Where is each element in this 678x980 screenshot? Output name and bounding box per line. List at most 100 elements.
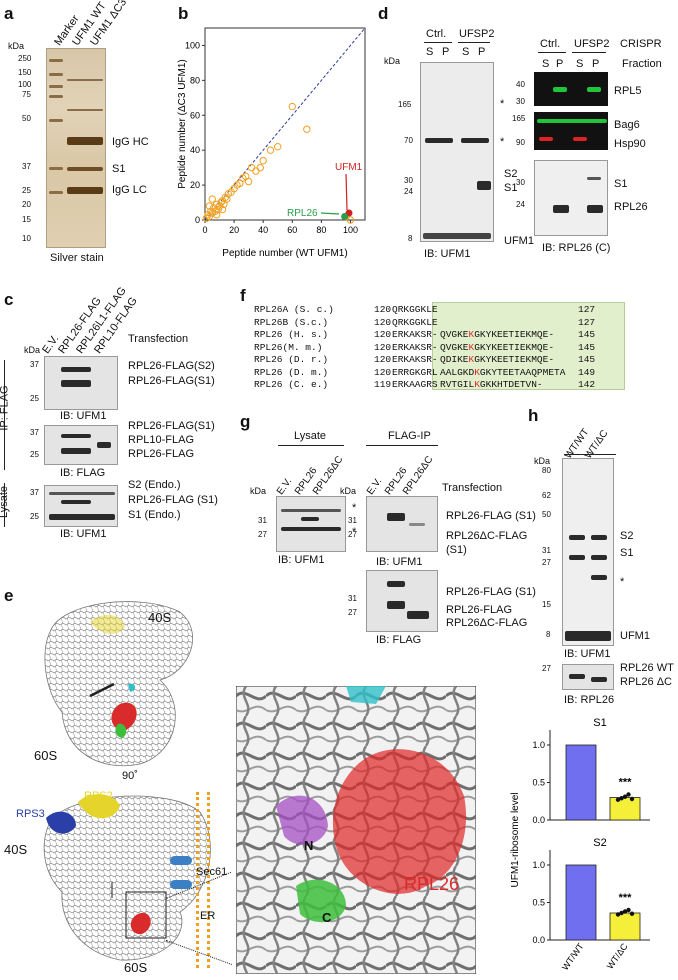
- bar-y-tick-label: 0.0: [532, 815, 545, 825]
- blot-c-lysate: [44, 485, 118, 527]
- ib-flag-c2: IB: FLAG: [60, 467, 106, 479]
- blot-g-ip-ufm1: [366, 496, 438, 552]
- panel-label-d: d: [378, 4, 389, 23]
- bar-data-point: [615, 912, 621, 917]
- frac-s-dr2: S: [576, 58, 584, 70]
- panel-label-g: g: [240, 412, 251, 431]
- significance-mark: ***: [619, 892, 633, 904]
- bar-data-point: [626, 907, 631, 913]
- mark-star-h: *: [620, 576, 625, 588]
- alignment-row: RPL26 (D. m.) 120 ERRGKGRL AALGKDKGKYTEE…: [254, 366, 596, 378]
- highlight-point: [341, 213, 349, 221]
- lane-ev-g1: E.V.: [274, 475, 295, 497]
- scatter-plot-frame: [204, 27, 366, 221]
- frac-s-dl2: S: [462, 46, 470, 58]
- blot-h-ufm1: [562, 458, 614, 646]
- label-90-deg: 90˚: [122, 770, 138, 782]
- kda-a-25: 25: [22, 186, 31, 195]
- bar-y-tick-label: 1.0: [532, 860, 545, 870]
- alignment-highlight: [432, 302, 625, 390]
- panel-label-a: a: [4, 4, 14, 23]
- alignment-row: RPL26 (D. r.) 120 ERKAKSR- QDIKEKGKYKEET…: [254, 354, 596, 365]
- label-c-term: C: [322, 910, 332, 925]
- kda-a-10: 10: [22, 234, 31, 243]
- significance-mark: ***: [619, 777, 633, 789]
- band-rpl26-flag-g2: RPL26-FLAG: [446, 604, 513, 616]
- group-ctrl-dl: Ctrl.: [426, 28, 447, 40]
- ib-ufm1-c3: IB: UFM1: [60, 528, 107, 540]
- alignment-row: RPL26A (S. c.) 120 QRKGGKLE 127: [254, 304, 596, 315]
- ib-rpl26-dr: IB: RPL26 (C): [542, 242, 611, 254]
- scatter-point: [274, 142, 282, 151]
- scatter-axis-ticks: 0 20 40 60 80 100 0 20 40 60 80 100: [185, 40, 358, 235]
- fraction-label-dr: Fraction: [622, 58, 662, 70]
- ribosome-structure-left: [43, 601, 211, 961]
- ufm1-highlight-label: UFM1: [335, 162, 363, 173]
- kda-c1-25: 25: [30, 394, 39, 403]
- ib-ufm1-dl: IB: UFM1: [424, 248, 471, 260]
- x-tick-label: 60: [287, 225, 297, 235]
- er-membrane: [196, 792, 210, 968]
- panel-label-h: h: [528, 406, 539, 425]
- bar-chart-s2: S2 0.0 0.5 1.0 WT/WT WT/ΔC ***: [532, 837, 650, 972]
- frac-p-dl2: P: [478, 46, 486, 58]
- band-s1-g1: (S1): [446, 544, 467, 556]
- band-rpl26-flag-s1-g2: RPL26-FLAG (S1): [446, 586, 536, 598]
- bar: [609, 797, 641, 821]
- label-er: ER: [200, 910, 216, 922]
- alignment-row: RPL26 (C. e.) 119 ERKAAGRS RVTGILKGKKHTD…: [254, 379, 596, 390]
- bar-data-point: [626, 792, 631, 797]
- ufm1-arrow: [345, 173, 348, 211]
- kda-a-37: 37: [22, 162, 31, 171]
- kda-dr-30b: 30: [516, 178, 525, 187]
- scatter-point: [259, 156, 267, 165]
- rpl26-top-blob: [111, 702, 137, 731]
- ib-ufm1-g1: IB: UFM1: [278, 554, 325, 566]
- bar-y-tick-label: 0.0: [532, 935, 545, 945]
- bar-data-point: [619, 910, 624, 916]
- sec61-channel-bottom: [170, 880, 192, 889]
- frac-s-dr1: S: [542, 58, 550, 70]
- label-sec61: Sec61: [196, 866, 228, 878]
- kda-h-15: 15: [542, 600, 551, 609]
- kda-c1-37: 37: [30, 360, 39, 369]
- kda-g3-27: 27: [348, 608, 357, 617]
- kda-dr-40: 40: [516, 80, 525, 89]
- frac-p-dl1: P: [442, 46, 450, 58]
- c-terminus-surface: [296, 879, 346, 923]
- bar-charts-h: UFM1-ribosome level S1 0.0 0.5 1.0 *** S2 0.0…: [510, 717, 650, 972]
- scatter-point: [214, 205, 222, 214]
- alignment-row: RPL26(M. m.) 120 ERKAKSR- QVGKEKGKYKEETI…: [254, 341, 596, 353]
- scatter-point: [205, 202, 214, 210]
- kda-g3-31: 31: [348, 594, 357, 603]
- flag-ip-title-g: FLAG-IP: [388, 430, 431, 442]
- kda-h-50: 50: [542, 510, 551, 519]
- y-tick-label: 40: [190, 145, 200, 155]
- bar: [609, 912, 641, 941]
- kda-dl-70: 70: [404, 136, 413, 145]
- band-igg-lc: IgG LC: [112, 184, 147, 196]
- label-40s-bottom: 40S: [4, 842, 28, 857]
- bar-chart-s1: S1 0.0 0.5 1.0 ***: [532, 717, 650, 825]
- blot-d-left: [420, 62, 494, 242]
- band-hsp90: Hsp90: [614, 138, 646, 150]
- kda-c2-37: 37: [30, 428, 39, 437]
- ip-flag-label: IP: FLAG: [0, 385, 11, 431]
- bar-data-point: [615, 797, 621, 802]
- blot-d-bag6-hsp90: [534, 112, 608, 150]
- kda-dr-165: 165: [512, 114, 526, 123]
- bar: [565, 744, 597, 821]
- kda-title-a: kDa: [8, 41, 25, 51]
- kda-g2-27: 27: [348, 530, 357, 539]
- ribosome-zoom: [236, 686, 476, 974]
- group-ufsp2-dl: UFSP2: [459, 28, 495, 40]
- x-tick-label: 0: [202, 225, 207, 235]
- ib-rpl26-h: IB: RPL26: [564, 694, 615, 706]
- group-ctrl-dr: Ctrl.: [540, 38, 561, 50]
- kda-h-27: 27: [542, 558, 551, 567]
- y-tick-label: 20: [190, 180, 200, 190]
- y-tick-label: 100: [185, 40, 200, 50]
- scatter-chart: 0 20 40 60 80 100 0 20 40 60 80 100 Peptide number …: [177, 27, 366, 259]
- bar: [565, 864, 597, 941]
- band-rpl26-flag-s2: RPL26-FLAG(S2): [128, 360, 215, 372]
